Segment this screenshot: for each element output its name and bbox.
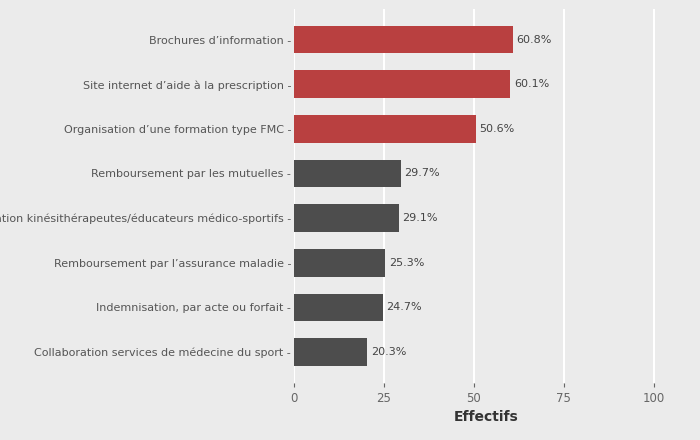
Bar bbox=[294, 26, 513, 54]
Bar bbox=[294, 70, 510, 98]
Text: 50.6%: 50.6% bbox=[480, 124, 515, 134]
Text: 20.3%: 20.3% bbox=[370, 347, 406, 357]
Text: 25.3%: 25.3% bbox=[389, 258, 424, 268]
Text: 60.1%: 60.1% bbox=[514, 79, 549, 89]
Bar bbox=[294, 204, 399, 232]
Bar bbox=[294, 338, 367, 366]
Bar bbox=[294, 160, 401, 187]
Bar bbox=[294, 115, 476, 143]
Text: 24.7%: 24.7% bbox=[386, 302, 422, 312]
X-axis label: Effectifs: Effectifs bbox=[454, 411, 519, 425]
Text: 60.8%: 60.8% bbox=[517, 35, 552, 44]
Text: 29.7%: 29.7% bbox=[405, 169, 440, 179]
Text: 29.1%: 29.1% bbox=[402, 213, 438, 223]
Bar bbox=[294, 293, 383, 321]
Bar bbox=[294, 249, 385, 277]
